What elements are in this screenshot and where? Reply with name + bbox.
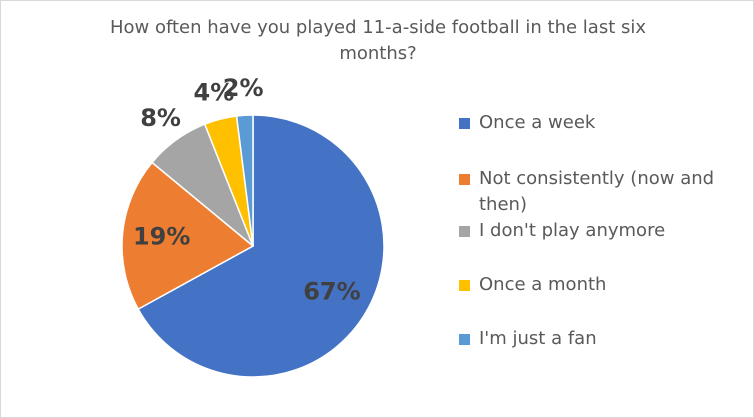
legend-item: I don't play anymore xyxy=(459,218,739,244)
data-label: 8% xyxy=(140,104,181,132)
legend-label: Once a week xyxy=(479,112,596,133)
chart-title: How often have you played 11-a-side foot… xyxy=(109,17,647,64)
pie-slice xyxy=(137,114,385,378)
legend-item: I'm just a fan xyxy=(459,326,739,352)
data-label: 4% xyxy=(194,79,235,107)
legend-label: Once a month xyxy=(479,274,607,295)
legend-item: Not consistently (now and then) xyxy=(459,166,739,218)
legend-swatch xyxy=(459,280,470,291)
legend-item: Once a week xyxy=(459,110,739,136)
data-label: 67% xyxy=(303,278,360,306)
legend-swatch xyxy=(459,174,470,185)
legend-swatch xyxy=(459,226,470,237)
legend-item: Once a month xyxy=(459,272,739,298)
legend-label: Not consistently (now and then) xyxy=(479,168,715,215)
pie-slice xyxy=(235,114,254,247)
data-label: 19% xyxy=(133,222,190,250)
data-label: 2% xyxy=(223,74,264,102)
legend-swatch xyxy=(459,118,470,129)
pie-slice xyxy=(121,161,255,311)
legend-swatch xyxy=(459,334,470,345)
legend-label: I'm just a fan xyxy=(479,328,597,349)
legend-label: I don't play anymore xyxy=(479,220,666,241)
